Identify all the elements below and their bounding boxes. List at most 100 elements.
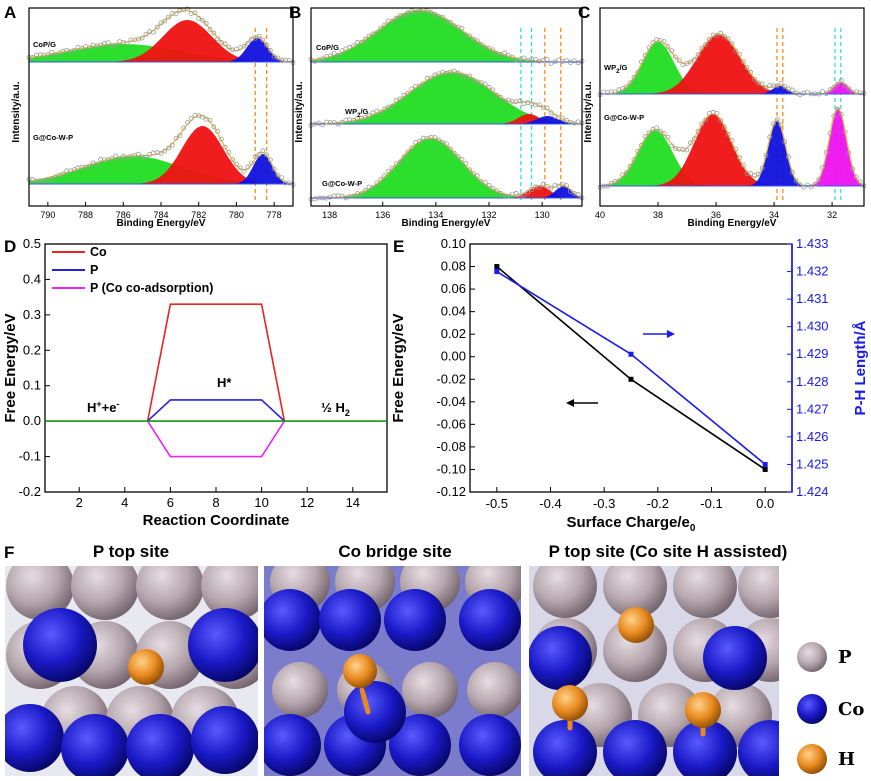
panel-f-atom-legend: P Co H [797, 642, 864, 774]
data-point [567, 189, 573, 194]
data-point [143, 154, 149, 160]
data-point [226, 149, 232, 155]
x-tick-label: 0.0 [756, 496, 774, 511]
x-tick-label: 786 [116, 210, 131, 220]
data-point [86, 163, 92, 169]
data-point [831, 113, 837, 119]
data-point [635, 148, 641, 154]
wp-suffix: /G [360, 107, 368, 116]
panel-label-e: E [393, 237, 404, 256]
data-point [463, 161, 469, 166]
data-marker [628, 376, 634, 382]
y-tick-label: 0.06 [441, 281, 466, 296]
data-point [79, 45, 85, 51]
data-point [256, 33, 262, 39]
site-title-p-top: P top site [93, 542, 169, 561]
peak-component [600, 114, 864, 186]
data-point [436, 137, 442, 143]
x-tick-label: 138 [322, 210, 337, 220]
data-point [540, 181, 546, 187]
p-atom [136, 566, 204, 620]
data-point [789, 87, 795, 93]
x-tick-label: 8 [212, 495, 219, 510]
data-marker [494, 269, 500, 275]
data-point [459, 72, 465, 78]
co-atom [5, 704, 64, 772]
y-right-tick-label: 1.432 [796, 264, 829, 279]
data-point [215, 129, 220, 134]
data-point [816, 177, 822, 183]
data-point [241, 168, 247, 174]
data-point [245, 40, 251, 46]
p-atom [533, 566, 597, 618]
data-point [748, 171, 754, 176]
data-point [786, 154, 791, 160]
panel-b-bottom-spectrum-label: G@Co-W-P [322, 179, 362, 188]
data-point [471, 77, 477, 83]
data-point [256, 151, 262, 157]
data-point [838, 111, 844, 117]
data-point [854, 174, 859, 180]
panel-b-xlabel: Binding Energy/eV [402, 218, 491, 229]
data-point [188, 116, 194, 121]
y-right-tick-label: 1.430 [796, 319, 829, 334]
co-atom [344, 681, 406, 743]
legend-label: P [90, 263, 98, 277]
data-point [820, 165, 825, 171]
panel-e-ylabel-right: P-H Length/Å [852, 320, 869, 415]
data-point [740, 59, 746, 65]
data-point [646, 45, 652, 51]
data-point [374, 180, 380, 186]
data-point [432, 11, 438, 17]
panel-a-bottom-spectrum-label: G@Co-W-P [33, 133, 73, 142]
data-point [397, 159, 403, 165]
panel-d-ylabel: Free Energy/eV [2, 313, 19, 422]
y-tick-label: -0.2 [19, 484, 41, 499]
data-point [548, 110, 554, 116]
data-point [339, 48, 345, 54]
data-point [358, 191, 364, 197]
data-point [362, 36, 368, 42]
data-point [778, 122, 784, 128]
y-tick-label: 0.2 [23, 342, 41, 357]
peak-component [29, 126, 293, 184]
data-point [252, 154, 258, 160]
data-point [737, 51, 742, 57]
data-point [808, 184, 814, 190]
data-point [267, 47, 273, 53]
data-point [98, 42, 104, 48]
data-point [827, 130, 833, 136]
data-point [428, 75, 434, 81]
data-point [513, 190, 519, 196]
data-point [482, 81, 488, 87]
panel-e-surface-charge-plot: -0.12-0.10-0.08-0.06-0.04-0.020.000.020.… [390, 236, 869, 534]
data-point [831, 84, 837, 90]
data-point [650, 40, 656, 46]
data-point [703, 42, 708, 48]
y-tick-label: 0.10 [441, 236, 466, 251]
data-point [45, 52, 51, 58]
p-atom [201, 566, 258, 620]
data-point [718, 30, 724, 36]
data-point [124, 41, 130, 47]
y-right-tick-label: 1.433 [796, 236, 829, 251]
co-atom [533, 720, 597, 776]
data-point [397, 96, 403, 102]
x-tick-label: 778 [267, 210, 282, 220]
data-point [196, 15, 202, 21]
panel-c-frame [599, 7, 865, 207]
data-point [264, 42, 270, 48]
annotation-part: +e [102, 400, 117, 415]
co-atom [738, 720, 779, 776]
data-point [752, 77, 758, 82]
data-point [767, 134, 773, 140]
y-tick-label: 0.00 [441, 349, 466, 364]
data-point [482, 180, 488, 185]
data-point [525, 58, 531, 64]
panel-a-xps-co2p [26, 6, 296, 202]
data-point [267, 157, 273, 163]
x-tick-label: 134 [428, 210, 443, 220]
annotation-sub: 2 [345, 408, 350, 418]
data-point [646, 130, 652, 136]
